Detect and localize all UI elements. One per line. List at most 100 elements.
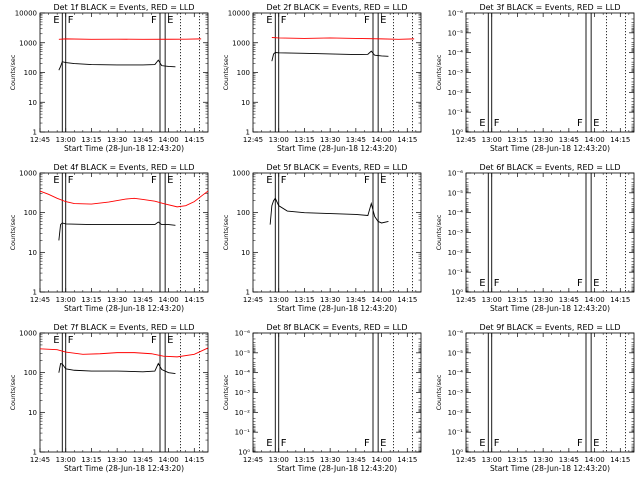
- panel-det-1: Det 1f BLACK = Events, RED = LLD 1 10 100 10…: [9, 3, 209, 153]
- y-tick-label: 10000: [228, 10, 250, 18]
- y-tick-label: 10⁰: [238, 449, 250, 457]
- x-tick-label: 13:15: [294, 136, 314, 144]
- x-tick-label: 14:00: [158, 136, 178, 144]
- y-tick-label: 1000: [19, 330, 37, 338]
- marker-label: E: [167, 335, 173, 346]
- x-tick-label: 13:30: [107, 296, 127, 304]
- marker-label: F: [281, 15, 287, 26]
- y-tick-label: 10⁻⁵: [448, 349, 464, 357]
- marker-label: F: [151, 175, 157, 186]
- y-axis-label: Counts/sec: [9, 54, 17, 90]
- x-axis-label: Start Time (28-Jun-18 12:43:20): [490, 144, 610, 153]
- marker-label: F: [151, 335, 157, 346]
- plot-frame: [252, 172, 422, 293]
- x-tick-label: 14:00: [584, 296, 604, 304]
- plot-frame: [465, 332, 635, 453]
- y-tick-label: 100: [237, 209, 250, 217]
- x-tick-label: 14:00: [158, 456, 178, 464]
- y-axis-label: Counts/sec: [9, 374, 17, 410]
- y-tick-label: 10⁻⁵: [448, 29, 464, 37]
- x-tick-label: 14:15: [184, 456, 204, 464]
- y-axis-label: Counts/sec: [9, 214, 17, 250]
- y-tick-label: 10⁻⁶: [448, 330, 464, 338]
- x-tick-label: 12:45: [243, 296, 263, 304]
- y-tick-label: 10⁻¹: [448, 109, 464, 117]
- x-tick-label: 13:15: [507, 296, 527, 304]
- x-tick-label: 12:45: [243, 136, 263, 144]
- x-tick-label: 13:30: [533, 296, 553, 304]
- panel-title: Det 9f BLACK = Events, RED = LLD: [479, 323, 620, 332]
- series-line-lld: [271, 37, 415, 40]
- marker-label: E: [53, 335, 59, 346]
- y-tick-label: 10⁻⁴: [448, 49, 464, 57]
- y-tick-label: 10: [28, 409, 37, 417]
- y-tick-label: 10⁰: [451, 129, 463, 137]
- x-axis-label: Start Time (28-Jun-18 12:43:20): [64, 304, 184, 313]
- x-tick-label: 13:00: [269, 456, 289, 464]
- panel-title: Det 6f BLACK = Events, RED = LLD: [479, 163, 620, 172]
- x-axis-label: Start Time (28-Jun-18 12:43:20): [490, 304, 610, 313]
- x-tick-label: 14:00: [158, 296, 178, 304]
- x-tick-label: 14:00: [584, 456, 604, 464]
- x-tick-label: 13:45: [346, 136, 366, 144]
- marker-label: E: [593, 118, 599, 129]
- x-axis-label: Start Time (28-Jun-18 12:43:20): [64, 144, 184, 153]
- x-axis-label: Start Time (28-Jun-18 12:43:20): [277, 144, 397, 153]
- y-tick-label: 1000: [19, 170, 37, 178]
- marker-label: F: [577, 118, 583, 129]
- y-tick-label: 1: [33, 449, 37, 457]
- marker-label: F: [364, 438, 370, 449]
- series-line-events: [58, 362, 176, 374]
- plot-frame: [39, 172, 209, 293]
- y-tick-label: 100: [237, 69, 250, 77]
- x-tick-label: 14:15: [184, 136, 204, 144]
- x-tick-label: 13:45: [133, 136, 153, 144]
- y-tick-label: 1: [246, 289, 250, 297]
- panel-det-9: Det 9f BLACK = Events, RED = LLD 10⁻⁶ 10⁻⁵…: [435, 323, 635, 473]
- x-axis-label: Start Time (28-Jun-18 12:43:20): [64, 464, 184, 473]
- x-tick-label: 13:00: [482, 456, 502, 464]
- marker-label: E: [266, 438, 272, 449]
- series-line-events: [271, 50, 389, 62]
- marker-label: F: [577, 278, 583, 289]
- y-axis-label: Counts/sec: [222, 54, 230, 90]
- y-tick-label: 1: [33, 129, 37, 137]
- y-tick-label: 10⁻⁴: [448, 369, 464, 377]
- panel-title: Det 1f BLACK = Events, RED = LLD: [53, 3, 194, 12]
- plot-frame: [465, 12, 635, 133]
- plot-frame: [39, 332, 209, 453]
- y-tick-label: 10⁻⁶: [235, 330, 251, 338]
- x-tick-label: 13:00: [269, 296, 289, 304]
- x-tick-label: 12:45: [456, 136, 476, 144]
- y-tick-label: 1: [33, 289, 37, 297]
- x-tick-label: 12:45: [456, 296, 476, 304]
- y-tick-label: 10⁻⁶: [448, 10, 464, 18]
- y-axis-label: Counts/sec: [435, 54, 443, 90]
- y-tick-label: 10⁻¹: [448, 429, 464, 437]
- y-tick-label: 10000: [15, 10, 37, 18]
- x-tick-label: 13:15: [81, 136, 101, 144]
- x-tick-label: 13:00: [482, 296, 502, 304]
- y-axis-label: Counts/sec: [222, 214, 230, 250]
- y-axis-label: Counts/sec: [435, 214, 443, 250]
- x-tick-label: 12:45: [30, 296, 50, 304]
- panel-title: Det 4f BLACK = Events, RED = LLD: [53, 163, 194, 172]
- series-line-events: [269, 197, 389, 225]
- y-tick-label: 10: [241, 249, 250, 257]
- series-line-events: [58, 221, 176, 241]
- y-tick-label: 10: [28, 99, 37, 107]
- x-tick-label: 13:15: [507, 136, 527, 144]
- marker-label: E: [479, 438, 485, 449]
- x-tick-label: 13:15: [294, 296, 314, 304]
- y-tick-label: 1: [246, 129, 250, 137]
- y-tick-label: 10⁻²: [448, 249, 464, 257]
- x-tick-label: 13:45: [346, 456, 366, 464]
- x-tick-label: 13:00: [269, 136, 289, 144]
- marker-label: E: [380, 438, 386, 449]
- x-tick-label: 13:15: [81, 456, 101, 464]
- y-tick-label: 1000: [232, 39, 250, 47]
- x-tick-label: 13:30: [533, 456, 553, 464]
- plot-frame: [39, 12, 209, 133]
- marker-label: E: [479, 278, 485, 289]
